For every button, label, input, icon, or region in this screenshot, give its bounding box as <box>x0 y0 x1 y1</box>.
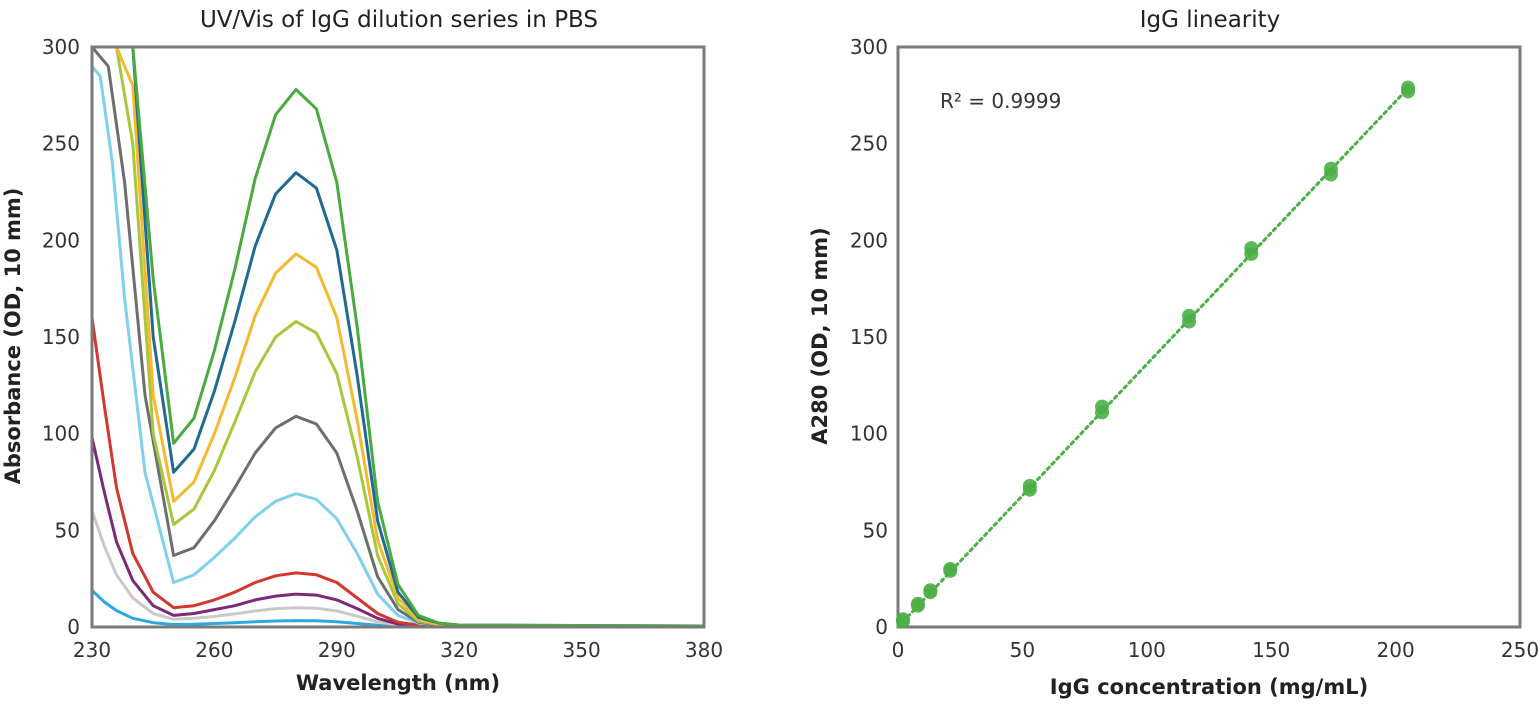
uv-vis-x-tick-label: 380 <box>685 638 723 662</box>
uv-vis-x-tick-label: 230 <box>73 638 111 662</box>
linearity-y-tick-label: 250 <box>850 132 888 156</box>
uv-vis-y-tick-label: 50 <box>55 518 80 542</box>
linearity-x-tick-label: 0 <box>892 638 905 662</box>
uv-vis-series-line-spectrum-2 <box>90 45 706 628</box>
linearity-fit-line <box>896 84 1413 629</box>
linearity-fit-group <box>896 84 1413 629</box>
linearity-y-ticks: 0 50 100 150 200 250 300 <box>850 35 888 639</box>
r-squared-annotation: R² = 0.9999 <box>940 89 1061 113</box>
uv-vis-y-tick-label: 150 <box>42 325 80 349</box>
uv-vis-x-label: Wavelength (nm) <box>296 671 500 695</box>
uv-vis-series-line-spectrum-5 <box>90 45 706 629</box>
linearity-y-label: A280 (OD, 10 mm) <box>808 227 832 444</box>
uv-vis-y-tick-label: 0 <box>67 615 80 639</box>
linearity-point <box>895 612 910 627</box>
uv-vis-series-line-spectrum-6 <box>90 64 706 629</box>
linearity-x-tick-label: 250 <box>1501 638 1539 662</box>
uv-vis-series-line-spectrum-3 <box>90 45 706 628</box>
uv-vis-x-tick-label: 320 <box>440 638 478 662</box>
uv-vis-x-ticks: 230 260 290 320 350 380 <box>73 638 723 662</box>
linearity-point <box>910 596 925 611</box>
uv-vis-plot-frame <box>90 45 706 629</box>
linearity-title: IgG linearity <box>1140 7 1281 33</box>
linearity-point <box>1022 478 1037 493</box>
linearity-point <box>1182 308 1197 323</box>
uv-vis-series-line-spectrum-7 <box>90 316 706 629</box>
linearity-point <box>1323 161 1338 176</box>
linearity-point <box>1401 80 1416 95</box>
uv-vis-title: UV/Vis of IgG dilution series in PBS <box>200 7 598 33</box>
uv-vis-y-tick-label: 250 <box>42 132 80 156</box>
uv-vis-series-line-spectrum-1 <box>90 45 706 628</box>
linearity-x-label: IgG concentration (mg/mL) <box>1050 675 1368 699</box>
uv-vis-chart: UV/Vis of IgG dilution series in PBS 230… <box>1 7 723 695</box>
uv-vis-y-ticks: 0 50 100 150 200 250 300 <box>42 35 80 639</box>
linearity-y-tick-label: 0 <box>875 615 888 639</box>
linearity-chart: IgG linearity R² = 0.9999 0 50 100 150 200 25… <box>808 7 1539 699</box>
uv-vis-series-line-spectrum-8 <box>90 436 706 629</box>
uv-vis-x-tick-label: 350 <box>563 638 601 662</box>
linearity-y-tick-label: 150 <box>850 325 888 349</box>
uv-vis-x-tick-label: 260 <box>195 638 233 662</box>
linearity-point <box>1095 399 1110 414</box>
linearity-x-tick-label: 50 <box>1010 638 1035 662</box>
linearity-point <box>943 562 958 576</box>
linearity-x-ticks: 0 50 100 150 200 250 <box>892 638 1539 662</box>
linearity-point <box>923 583 938 598</box>
uv-vis-y-tick-label: 100 <box>42 422 80 446</box>
linearity-y-tick-label: 50 <box>863 518 888 542</box>
linearity-x-tick-label: 200 <box>1377 638 1415 662</box>
uv-vis-y-label: Absorbance (OD, 10 mm) <box>1 188 25 485</box>
linearity-y-tick-label: 100 <box>850 422 888 446</box>
uv-vis-y-tick-label: 300 <box>42 35 80 59</box>
uv-vis-series-line-spectrum-4 <box>90 45 706 628</box>
linearity-plot-frame <box>896 45 1522 629</box>
linearity-y-tick-label: 200 <box>850 228 888 252</box>
linearity-x-tick-label: 100 <box>1128 638 1166 662</box>
linearity-y-tick-label: 300 <box>850 35 888 59</box>
linearity-point <box>1244 241 1259 256</box>
uv-vis-y-tick-label: 200 <box>42 228 80 252</box>
linearity-points-group <box>895 80 1416 629</box>
uv-vis-series-group <box>90 45 706 629</box>
linearity-x-tick-label: 150 <box>1252 638 1290 662</box>
uv-vis-x-tick-label: 290 <box>318 638 356 662</box>
